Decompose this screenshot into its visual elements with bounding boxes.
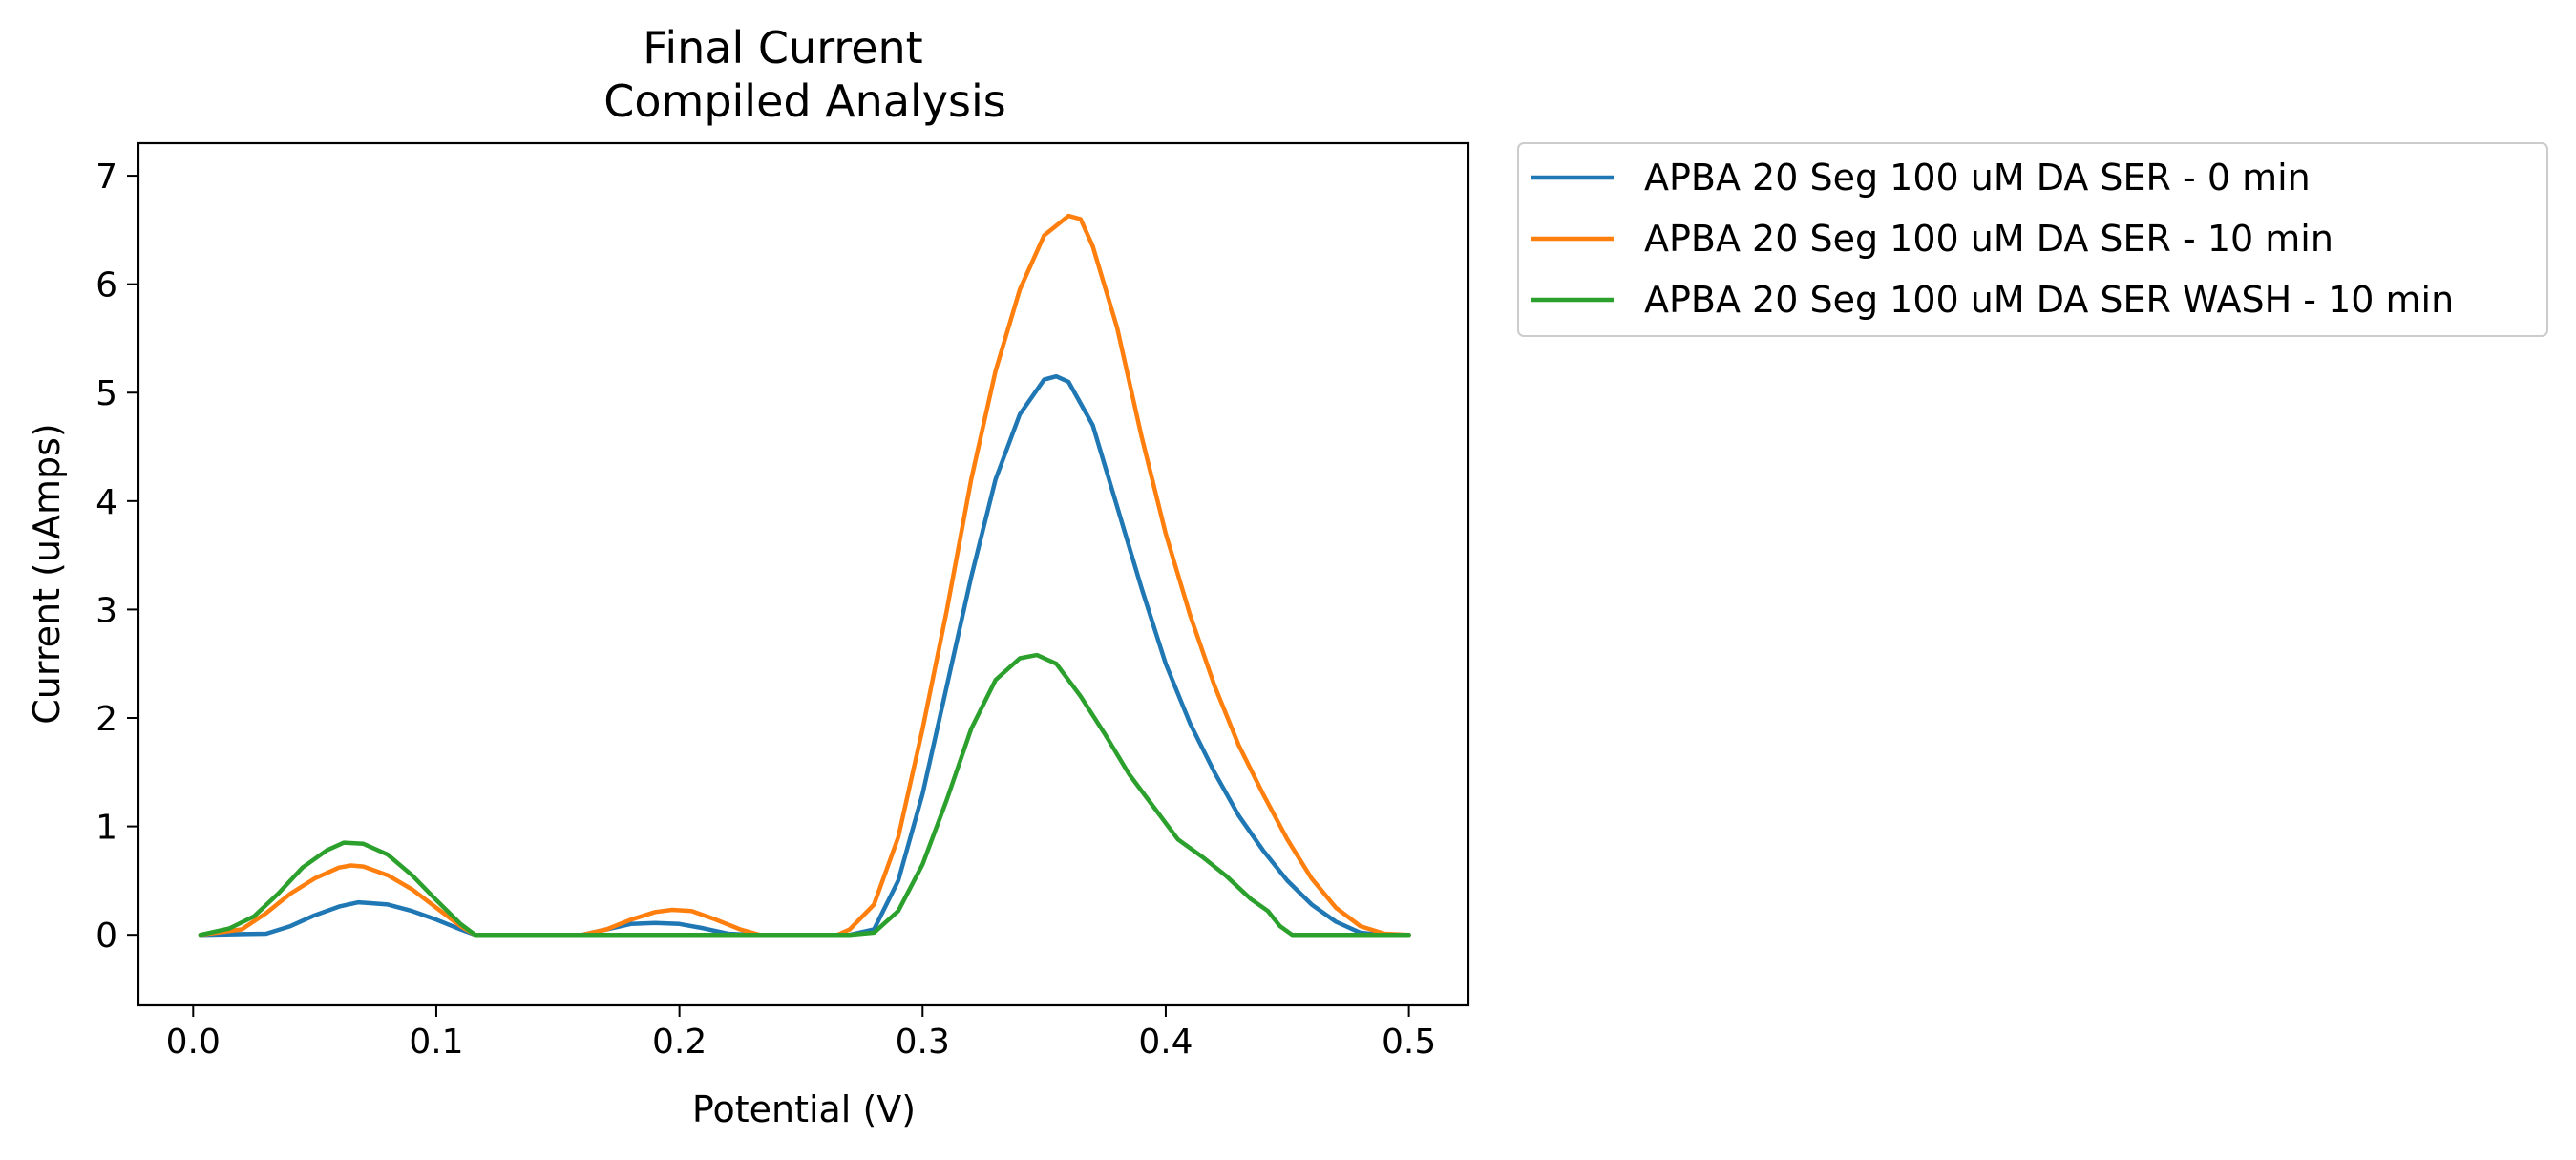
- legend-label-2: APBA 20 Seg 100 uM DA SER - 10 min: [1644, 218, 2333, 260]
- y-tick-label: 5: [95, 374, 117, 413]
- y-axis: 0 1 2 3 4 5 6 7: [95, 158, 138, 956]
- y-tick-label: 6: [95, 266, 117, 306]
- y-tick-label: 2: [95, 700, 117, 739]
- x-tick-label: 0.1: [409, 1023, 463, 1062]
- plot-frame: [137, 141, 1470, 1007]
- y-axis-label: Current (uAmps): [26, 423, 68, 724]
- y-tick-label: 1: [95, 809, 117, 848]
- series-line-1: [198, 373, 1411, 938]
- legend-frame: [1517, 142, 2548, 337]
- x-tick-label: 0.3: [896, 1023, 950, 1062]
- legend-label-3: APBA 20 Seg 100 uM DA SER WASH - 10 min: [1644, 279, 2454, 321]
- legend: APBA 20 Seg 100 uM DA SER - 0 min APBA 20…: [1517, 142, 2548, 337]
- legend-label-1: APBA 20 Seg 100 uM DA SER - 0 min: [1644, 157, 2311, 199]
- x-tick-label: 0.4: [1138, 1023, 1193, 1062]
- x-axis: 0.0 0.1 0.2 0.3 0.4 0.5: [166, 1005, 1436, 1062]
- chart-title-line-1: Final Current: [643, 22, 922, 74]
- chart-title-line-2: Compiled Analysis: [603, 75, 1005, 127]
- x-tick-label: 0.0: [166, 1023, 221, 1062]
- y-tick-label: 0: [95, 917, 117, 956]
- series-group: [198, 213, 1411, 938]
- x-tick-label: 0.2: [652, 1023, 707, 1062]
- series-line-3: [198, 652, 1411, 938]
- series-line-2: [198, 213, 1411, 938]
- x-tick-label: 0.5: [1382, 1023, 1436, 1062]
- x-axis-label: Potential (V): [692, 1088, 916, 1130]
- y-tick-label: 7: [95, 158, 117, 197]
- y-tick-label: 4: [95, 483, 117, 522]
- y-tick-label: 3: [95, 591, 117, 630]
